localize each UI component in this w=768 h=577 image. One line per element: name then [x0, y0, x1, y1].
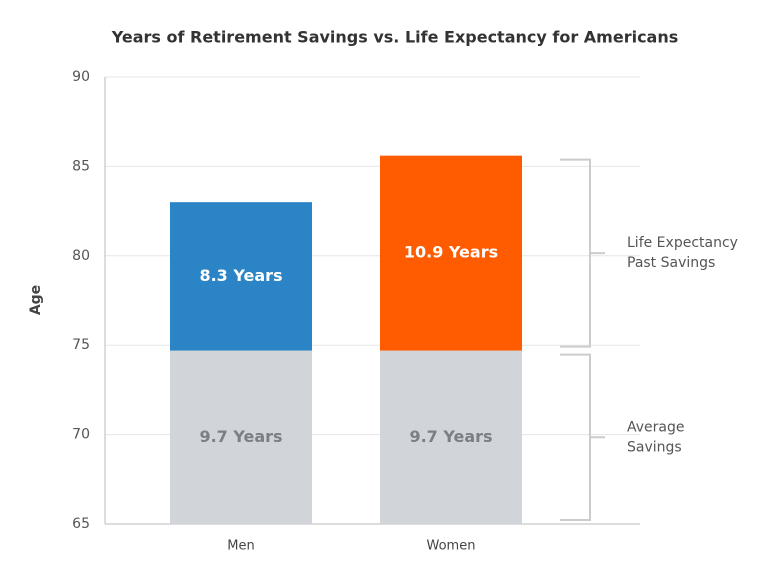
data-label: 8.3 Years: [199, 266, 282, 285]
y-tick-label: 85: [72, 158, 90, 174]
x-tick-label: Men: [227, 539, 254, 554]
bracket: [560, 353, 605, 521]
annotation: Savings: [627, 439, 682, 455]
y-tick-label: 70: [72, 427, 90, 443]
annotation: Life Expectancy: [627, 235, 738, 251]
x-tick-label: Women: [427, 539, 476, 554]
data-label: 9.7 Years: [199, 427, 282, 446]
bar-segment: [380, 155, 522, 351]
bar-segment: [170, 202, 312, 351]
annotation: Average: [627, 419, 685, 435]
y-tick-label: 65: [72, 516, 90, 532]
y-tick-label: 80: [72, 248, 90, 264]
y-tick-label: 75: [72, 337, 90, 353]
bracket: [560, 158, 605, 348]
bar-segment: [170, 350, 312, 524]
data-label: 10.9 Years: [404, 243, 498, 262]
annotation: Past Savings: [627, 255, 715, 271]
y-axis-label: Age: [28, 285, 44, 315]
y-tick-label: 90: [72, 69, 90, 85]
data-label: 9.7 Years: [409, 427, 492, 446]
bar-segment: [380, 350, 522, 524]
chart-title: Years of Retirement Savings vs. Life Exp…: [111, 28, 679, 47]
